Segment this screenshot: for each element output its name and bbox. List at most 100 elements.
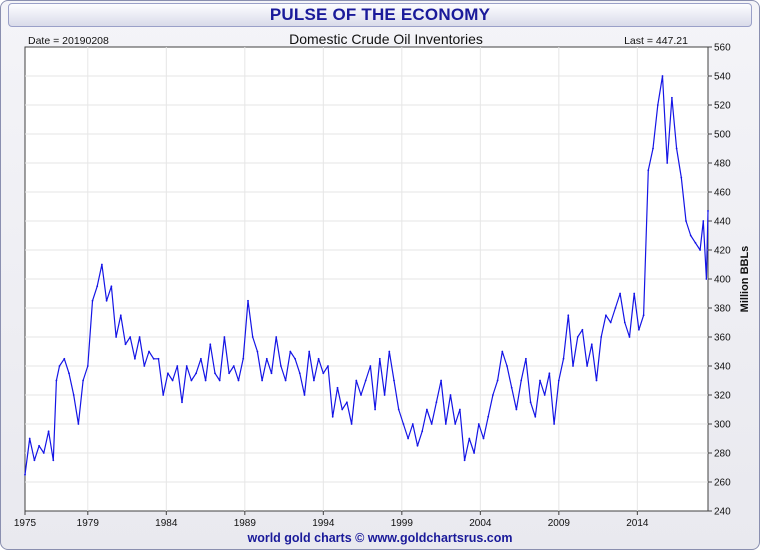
- data-point: [289, 350, 292, 353]
- data-point: [91, 299, 94, 302]
- data-point: [251, 336, 254, 338]
- grid-lines: [25, 47, 708, 511]
- data-point: [47, 430, 50, 433]
- date-label: Date = 20190208: [28, 35, 109, 47]
- data-point: [218, 379, 221, 382]
- data-point: [119, 314, 122, 317]
- data-point: [525, 357, 527, 360]
- data-point: [232, 365, 235, 367]
- x-tick-label: 1999: [391, 518, 414, 529]
- data-point: [393, 379, 395, 382]
- last-value-label: Last = 447.21: [624, 35, 688, 47]
- data-point: [72, 394, 75, 396]
- data-point: [459, 408, 461, 411]
- data-point: [520, 379, 523, 382]
- data-point: [360, 394, 362, 396]
- y-axis-label: Million BBLs: [739, 246, 751, 313]
- data-point: [699, 249, 701, 251]
- data-point: [671, 96, 673, 99]
- y-tick-label: 420: [714, 246, 731, 257]
- data-point: [82, 379, 84, 382]
- y-tick-label: 340: [714, 362, 731, 373]
- data-point: [162, 394, 165, 396]
- data-point: [407, 437, 409, 440]
- data-point: [228, 372, 231, 375]
- data-point: [350, 423, 353, 425]
- data-point: [609, 321, 612, 324]
- data-point: [167, 372, 169, 375]
- data-point: [487, 415, 490, 418]
- data-point: [506, 365, 508, 367]
- data-point: [510, 386, 513, 389]
- data-point: [444, 423, 447, 425]
- y-tick-label: 440: [714, 217, 731, 228]
- data-point: [689, 234, 692, 237]
- data-point: [454, 423, 457, 425]
- data-point: [298, 372, 301, 375]
- data-point: [605, 314, 607, 317]
- data-point: [261, 379, 263, 382]
- data-point: [666, 162, 669, 164]
- data-point: [482, 437, 485, 440]
- data-point: [364, 379, 367, 382]
- data-point: [562, 357, 565, 360]
- data-point: [707, 210, 709, 212]
- x-tick-label: 1975: [14, 518, 37, 529]
- data-point: [58, 365, 61, 367]
- data-point: [157, 357, 160, 360]
- data-point: [195, 372, 198, 375]
- data-point: [426, 408, 428, 411]
- data-point: [190, 379, 193, 382]
- x-axis-ticks: 1975 1979 1984 1989 1994 1999 2004 2009 2014: [14, 511, 649, 529]
- x-tick-label: 1979: [77, 518, 100, 529]
- data-point: [280, 365, 282, 367]
- y-tick-label: 380: [714, 304, 731, 315]
- data-point: [346, 401, 348, 404]
- data-point: [181, 401, 183, 404]
- data-point: [515, 408, 518, 411]
- data-point: [77, 423, 80, 425]
- data-point: [355, 379, 358, 382]
- data-point: [402, 423, 405, 425]
- data-point: [101, 263, 103, 266]
- series-group: [24, 75, 709, 476]
- data-point: [331, 415, 334, 418]
- data-point: [590, 343, 593, 346]
- data-point: [369, 365, 372, 367]
- data-point: [595, 379, 598, 382]
- data-point: [124, 343, 127, 346]
- data-point: [171, 379, 174, 382]
- data-point: [322, 372, 325, 375]
- data-point: [496, 379, 499, 382]
- data-point: [492, 394, 494, 396]
- data-point: [702, 220, 705, 222]
- y-tick-label: 460: [714, 188, 731, 199]
- data-point: [378, 357, 381, 360]
- x-tick-label: 2009: [548, 518, 571, 529]
- data-point: [685, 220, 687, 222]
- data-point: [529, 401, 532, 404]
- y-tick-label: 520: [714, 101, 731, 112]
- data-point: [237, 379, 240, 382]
- data-point: [63, 357, 66, 360]
- data-point: [600, 336, 603, 338]
- data-point: [656, 104, 659, 106]
- data-point: [38, 444, 40, 447]
- data-point: [148, 350, 150, 353]
- data-point: [705, 278, 708, 280]
- y-tick-label: 500: [714, 130, 731, 141]
- y-axis-ticks: 240 260 280 300 320 340 360 380 400 420 440 460 480 5…: [708, 43, 731, 518]
- data-point: [28, 437, 31, 440]
- y-tick-label: 560: [714, 43, 731, 54]
- data-point: [623, 321, 626, 324]
- data-point: [24, 473, 26, 476]
- data-point: [477, 423, 480, 425]
- data-point: [449, 394, 452, 396]
- data-point: [294, 357, 296, 360]
- data-point: [397, 408, 400, 411]
- data-point: [204, 379, 207, 382]
- data-point: [134, 357, 136, 360]
- data-point: [52, 459, 55, 462]
- y-tick-label: 260: [714, 478, 731, 489]
